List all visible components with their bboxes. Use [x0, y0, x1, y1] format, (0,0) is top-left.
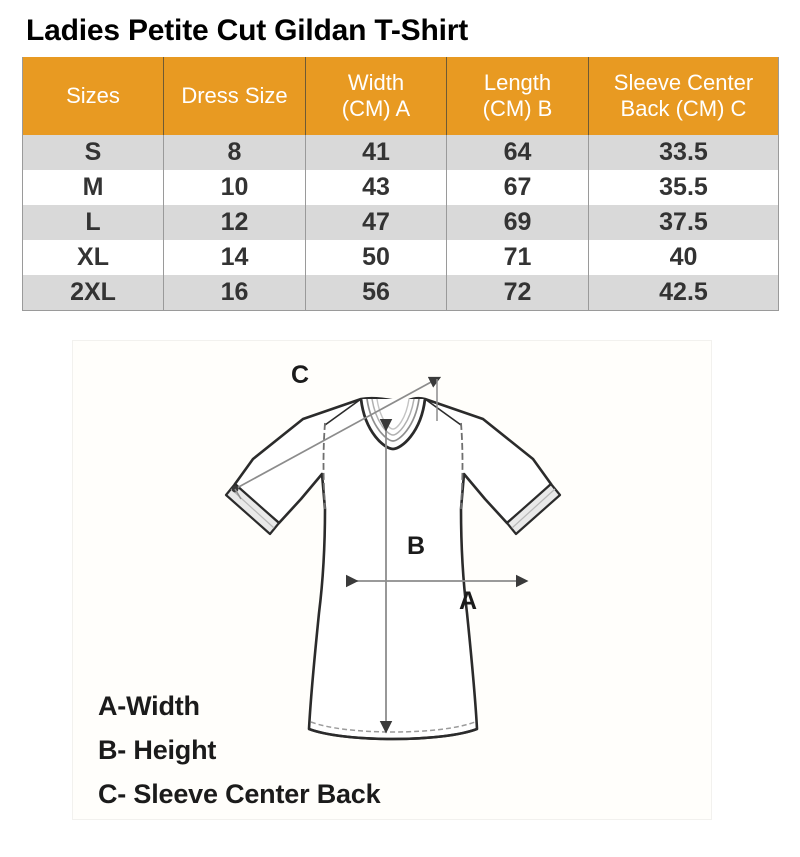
size-chart-table-container: Sizes Dress Size Width (CM) A Length (CM… [22, 57, 779, 311]
page-title: Ladies Petite Cut Gildan T-Shirt [26, 14, 468, 47]
column-header-width: Width (CM) A [305, 57, 447, 135]
cell-width: 41 [305, 135, 447, 170]
dimension-label-b: B [407, 532, 425, 560]
cell-sleeve-center-back: 35.5 [588, 170, 779, 205]
cell-sleeve-center-back: 37.5 [588, 205, 779, 240]
cell-dress-size: 8 [163, 135, 306, 170]
cell-dress-size: 16 [163, 275, 306, 311]
column-header-sleeve-center-back: Sleeve Center Back (CM) C [588, 57, 779, 135]
cell-length: 67 [446, 170, 589, 205]
cell-sleeve-center-back: 42.5 [588, 275, 779, 311]
tshirt-garment-icon [224, 396, 562, 741]
dimension-label-c: C [291, 361, 309, 389]
cell-length: 64 [446, 135, 589, 170]
column-header-length: Length (CM) B [446, 57, 589, 135]
table-row: M 10 43 67 35.5 [22, 170, 779, 205]
column-header-sizes-line1: Sizes [66, 83, 120, 109]
cell-dress-size: 14 [163, 240, 306, 275]
dimension-line-c [231, 376, 442, 500]
column-header-width-line1: Width [347, 70, 405, 96]
table-row: S 8 41 64 33.5 [22, 135, 779, 170]
cell-size: M [22, 170, 164, 205]
cell-length: 72 [446, 275, 589, 311]
cell-size: XL [22, 240, 164, 275]
column-header-width-line2: (CM) A [341, 96, 411, 121]
measurement-diagram-panel: B A C [72, 340, 712, 820]
legend-item-b: B- Height [98, 735, 217, 765]
column-header-length-line1: Length [483, 70, 552, 96]
dimension-label-a: A [459, 587, 477, 615]
cell-sleeve-center-back: 33.5 [588, 135, 779, 170]
measurement-legend: A-Width B- Height C- Sleeve Center Back [98, 684, 518, 816]
table-header-row: Sizes Dress Size Width (CM) A Length (CM… [22, 57, 779, 135]
legend-item-a: A-Width [98, 691, 200, 721]
cell-width: 56 [305, 275, 447, 311]
cell-size: 2XL [22, 275, 164, 311]
cell-width: 50 [305, 240, 447, 275]
column-header-sleeve-line1: Sleeve Center [613, 70, 754, 96]
table-row: L 12 47 69 37.5 [22, 205, 779, 240]
size-chart-table: Sizes Dress Size Width (CM) A Length (CM… [22, 57, 779, 311]
cell-size: L [22, 205, 164, 240]
table-row: XL 14 50 71 40 [22, 240, 779, 275]
cell-width: 43 [305, 170, 447, 205]
cell-length: 69 [446, 205, 589, 240]
cell-width: 47 [305, 205, 447, 240]
column-header-sleeve-line2: Back (CM) C [620, 96, 747, 121]
cell-dress-size: 10 [163, 170, 306, 205]
column-header-length-line2: (CM) B [482, 96, 553, 121]
tshirt-diagram-svg: B A C [224, 361, 562, 741]
cell-size: S [22, 135, 164, 170]
cell-sleeve-center-back: 40 [588, 240, 779, 275]
column-header-dress-size-line1: Dress Size [181, 83, 288, 109]
cell-length: 71 [446, 240, 589, 275]
table-row: 2XL 16 56 72 42.5 [22, 275, 779, 311]
column-header-sizes: Sizes [22, 57, 164, 135]
legend-item-c: C- Sleeve Center Back [98, 779, 381, 809]
column-header-dress-size: Dress Size [163, 57, 306, 135]
cell-dress-size: 12 [163, 205, 306, 240]
